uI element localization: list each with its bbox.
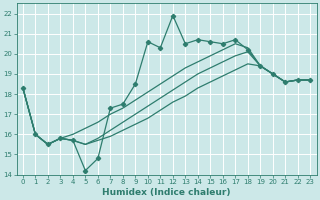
X-axis label: Humidex (Indice chaleur): Humidex (Indice chaleur) [102, 188, 231, 197]
